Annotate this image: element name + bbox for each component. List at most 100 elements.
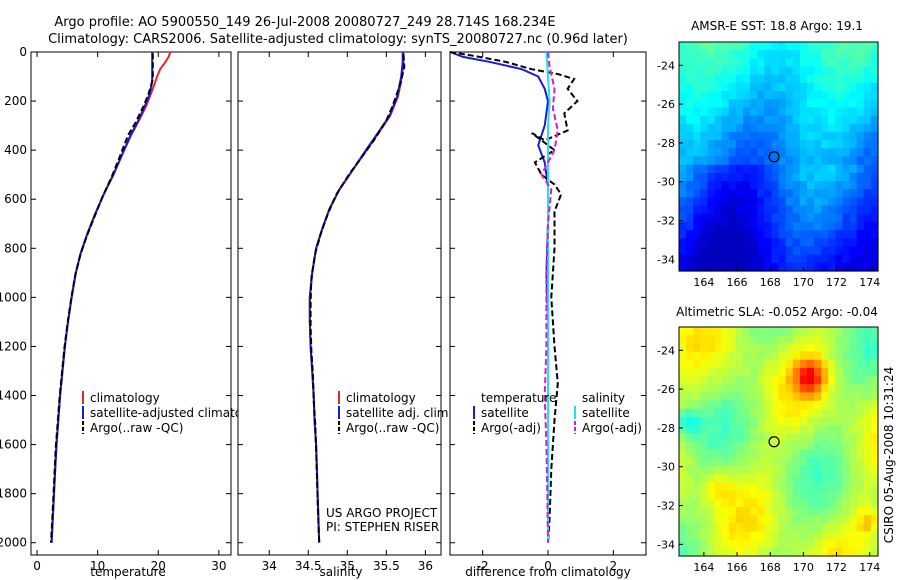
heatmap-cell: [693, 123, 701, 133]
heatmap-cell: [842, 457, 851, 467]
heatmap-cell: [693, 189, 701, 198]
legend-label-climatology: climatology: [346, 391, 416, 405]
heatmap-cell: [835, 42, 844, 51]
heatmap-cell: [721, 181, 730, 190]
heatmap-cell: [764, 392, 772, 402]
heatmap-cell: [870, 50, 879, 59]
heatmap-cell: [842, 433, 851, 443]
heatmap-cell: [686, 498, 694, 508]
heatmap-cell: [721, 449, 730, 459]
heatmap-cell: [856, 205, 865, 215]
heatmap-cell: [700, 531, 709, 541]
heatmap-cell: [728, 416, 737, 426]
heatmap-cell: [856, 230, 865, 239]
heatmap-cell: [828, 230, 836, 239]
heatmap-cell: [806, 246, 815, 256]
heatmap-cell: [856, 213, 865, 223]
heatmap-cell: [799, 490, 808, 500]
heatmap-cell: [742, 230, 751, 239]
heatmap-cell: [828, 506, 836, 516]
heatmap-cell: [707, 91, 716, 100]
heatmap-cell: [856, 408, 865, 418]
heatmap-cell: [835, 359, 844, 369]
heatmap-cell: [870, 58, 879, 68]
heatmap-cell: [792, 433, 801, 443]
heatmap-cell: [849, 42, 858, 51]
heatmap-cell: [686, 115, 694, 125]
heatmap-cell: [821, 408, 829, 418]
heatmap-cell: [828, 115, 836, 125]
heatmap-cell: [799, 254, 808, 264]
heatmap-cell: [742, 539, 751, 549]
heatmap-cell: [870, 441, 879, 451]
heatmap-cell: [757, 238, 765, 248]
heatmap-cell: [679, 359, 687, 369]
heatmap-cell: [742, 335, 751, 344]
heatmap-cell: [785, 50, 794, 59]
heatmap-cell: [721, 238, 730, 248]
heatmap-cell: [828, 416, 836, 426]
heatmap-cell: [842, 441, 851, 451]
heatmap-cell: [764, 498, 772, 508]
heatmap-cell: [870, 221, 879, 231]
heatmap-cell: [700, 466, 709, 475]
heatmap-cell: [700, 506, 709, 516]
heatmap-cell: [757, 58, 765, 68]
heatmap-cell: [785, 343, 794, 353]
heatmap-cell: [814, 376, 822, 385]
heatmap-cell: [721, 107, 730, 117]
heatmap-cell: [870, 400, 879, 410]
heatmap-cell: [735, 408, 744, 418]
heatmap-cell: [721, 115, 730, 125]
heatmap-cell: [693, 539, 701, 549]
heatmap-cell: [721, 343, 730, 353]
heatmap-cell: [686, 376, 694, 385]
heatmap-cell: [771, 74, 780, 84]
heatmap-cell: [714, 425, 723, 434]
heatmap-cell: [750, 254, 758, 264]
heatmap-cell: [863, 474, 872, 483]
legend-title-salinity: salinity: [582, 391, 625, 405]
heatmap-cell: [814, 474, 822, 483]
heatmap-cell: [806, 148, 815, 158]
heatmap-cell: [821, 66, 829, 76]
heatmap-cell: [828, 172, 836, 182]
heatmap-cell: [814, 506, 822, 516]
heatmap-cell: [700, 189, 709, 198]
heatmap-cell: [750, 221, 758, 231]
heatmap-cell: [821, 82, 829, 92]
heatmap-cell: [792, 123, 801, 133]
heatmap-cell: [821, 367, 829, 377]
heatmap-cell: [721, 189, 730, 198]
heatmap-cell: [785, 221, 794, 231]
heatmap-cell: [799, 425, 808, 434]
heatmap-cell: [806, 433, 815, 443]
heatmap-cell: [686, 392, 694, 402]
heatmap-cell: [714, 107, 723, 117]
heatmap-cell: [679, 425, 687, 434]
heatmap-cell: [735, 343, 744, 353]
heatmap-cell: [806, 58, 815, 68]
heatmap-cell: [707, 547, 716, 557]
heatmap-cell: [757, 498, 765, 508]
heatmap-cell: [742, 457, 751, 467]
heatmap-cell: [686, 359, 694, 369]
heatmap-cell: [750, 359, 758, 369]
heatmap-cell: [806, 82, 815, 92]
heatmap-cell: [693, 482, 701, 492]
map-y-tick-label: -24: [657, 344, 675, 357]
heatmap-cell: [721, 416, 730, 426]
heatmap-cell: [842, 189, 851, 198]
heatmap-cell: [821, 351, 829, 361]
heatmap-cell: [821, 238, 829, 248]
heatmap-cell: [750, 189, 758, 198]
heatmap-cell: [728, 164, 737, 174]
heatmap-cell: [693, 547, 701, 557]
heatmap-cell: [757, 74, 765, 84]
heatmap-cell: [828, 221, 836, 231]
heatmap-cell: [693, 74, 701, 84]
heatmap-cell: [821, 205, 829, 215]
heatmap-cell: [806, 351, 815, 361]
heatmap-cell: [700, 359, 709, 369]
heatmap-cell: [750, 384, 758, 394]
